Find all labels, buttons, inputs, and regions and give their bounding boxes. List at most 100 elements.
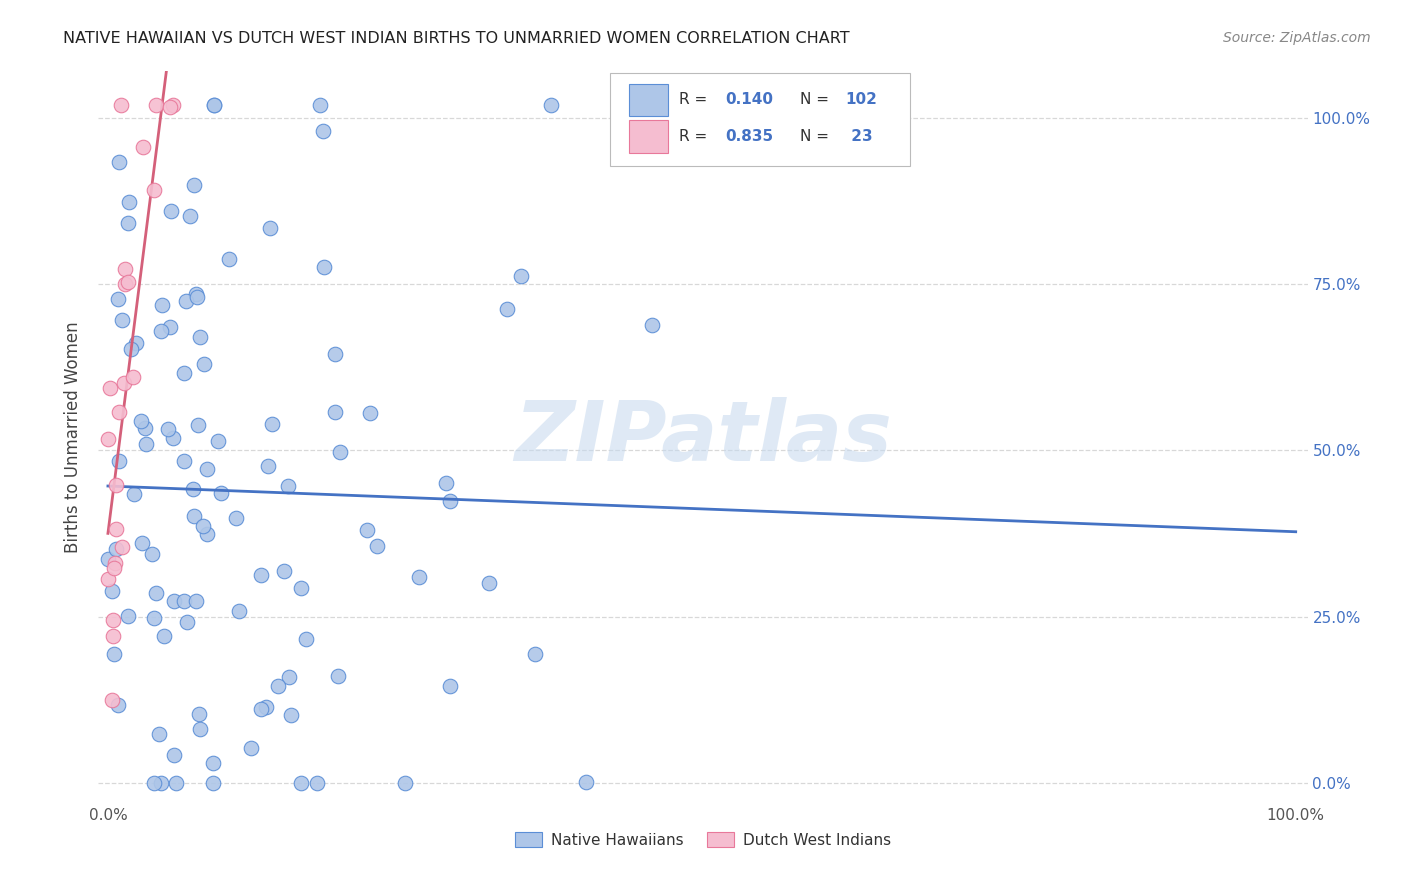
Point	[394, 776, 416, 790]
Point	[305, 776, 328, 790]
Point	[329, 445, 352, 459]
Point	[110, 97, 132, 112]
Point	[159, 100, 181, 114]
Point	[174, 294, 197, 309]
Point	[162, 431, 184, 445]
Point	[107, 154, 129, 169]
Point	[143, 183, 166, 197]
Text: 23: 23	[845, 129, 872, 144]
Point	[478, 576, 501, 591]
Point	[97, 572, 120, 586]
Point	[202, 97, 225, 112]
Point	[108, 454, 131, 468]
Point	[150, 298, 173, 312]
Point	[108, 405, 131, 419]
Point	[117, 608, 139, 623]
Point	[250, 702, 273, 716]
Y-axis label: Births to Unmarried Women: Births to Unmarried Women	[65, 321, 83, 553]
Text: NATIVE HAWAIIAN VS DUTCH WEST INDIAN BIRTHS TO UNMARRIED WOMEN CORRELATION CHART: NATIVE HAWAIIAN VS DUTCH WEST INDIAN BIR…	[63, 31, 849, 46]
Point	[111, 540, 134, 554]
Text: ZIPatlas: ZIPatlas	[515, 397, 891, 477]
Point	[260, 417, 283, 431]
Point	[186, 290, 208, 304]
Point	[184, 594, 207, 608]
Point	[209, 486, 232, 500]
Point	[195, 461, 218, 475]
Point	[495, 302, 517, 317]
Point	[207, 434, 229, 448]
Point	[100, 583, 122, 598]
Point	[163, 594, 186, 608]
Point	[278, 670, 301, 684]
Point	[111, 313, 134, 327]
Point	[181, 482, 204, 496]
Point	[356, 523, 378, 537]
Point	[188, 706, 211, 721]
Text: N =: N =	[800, 129, 834, 144]
Point	[326, 669, 349, 683]
Point	[143, 776, 166, 790]
Text: R =: R =	[679, 93, 711, 107]
Point	[114, 262, 136, 277]
Point	[179, 209, 201, 223]
Point	[294, 632, 316, 646]
Point	[149, 324, 172, 338]
Point	[145, 97, 167, 112]
Point	[311, 124, 333, 138]
Point	[225, 511, 247, 525]
Point	[104, 556, 127, 570]
Point	[323, 405, 346, 419]
Point	[439, 679, 461, 693]
Point	[120, 343, 142, 357]
FancyBboxPatch shape	[630, 120, 668, 153]
Point	[173, 453, 195, 467]
Point	[132, 140, 155, 154]
Point	[165, 776, 187, 790]
Text: N =: N =	[800, 93, 834, 107]
Point	[184, 286, 207, 301]
Point	[153, 629, 176, 643]
Text: R =: R =	[679, 129, 711, 144]
Point	[149, 776, 172, 790]
Point	[162, 97, 184, 112]
Point	[105, 478, 128, 492]
Point	[98, 381, 121, 395]
Point	[249, 567, 271, 582]
Point	[134, 421, 156, 435]
Point	[97, 432, 120, 446]
Point	[259, 221, 281, 235]
Point	[188, 722, 211, 736]
Point	[163, 747, 186, 762]
Legend: Native Hawaiians, Dutch West Indians: Native Hawaiians, Dutch West Indians	[509, 826, 897, 854]
Point	[439, 493, 461, 508]
Point	[131, 536, 153, 550]
Point	[103, 561, 125, 575]
Point	[183, 178, 205, 192]
Point	[312, 260, 335, 275]
Point	[202, 776, 225, 790]
Point	[125, 336, 148, 351]
Point	[103, 647, 125, 661]
Point	[114, 277, 136, 292]
FancyBboxPatch shape	[610, 73, 910, 167]
Point	[254, 700, 277, 714]
Point	[105, 522, 128, 536]
Point	[101, 613, 124, 627]
Point	[107, 292, 129, 306]
Text: Source: ZipAtlas.com: Source: ZipAtlas.com	[1223, 31, 1371, 45]
Point	[159, 320, 181, 334]
FancyBboxPatch shape	[630, 84, 668, 116]
Point	[183, 508, 205, 523]
Point	[135, 437, 157, 451]
Point	[160, 204, 183, 219]
Point	[202, 756, 225, 770]
Point	[434, 476, 457, 491]
Point	[129, 414, 152, 428]
Point	[107, 698, 129, 712]
Point	[101, 630, 124, 644]
Point	[641, 318, 664, 332]
Point	[101, 693, 124, 707]
Point	[273, 564, 295, 578]
Point	[173, 366, 195, 380]
Text: 0.140: 0.140	[724, 93, 773, 107]
